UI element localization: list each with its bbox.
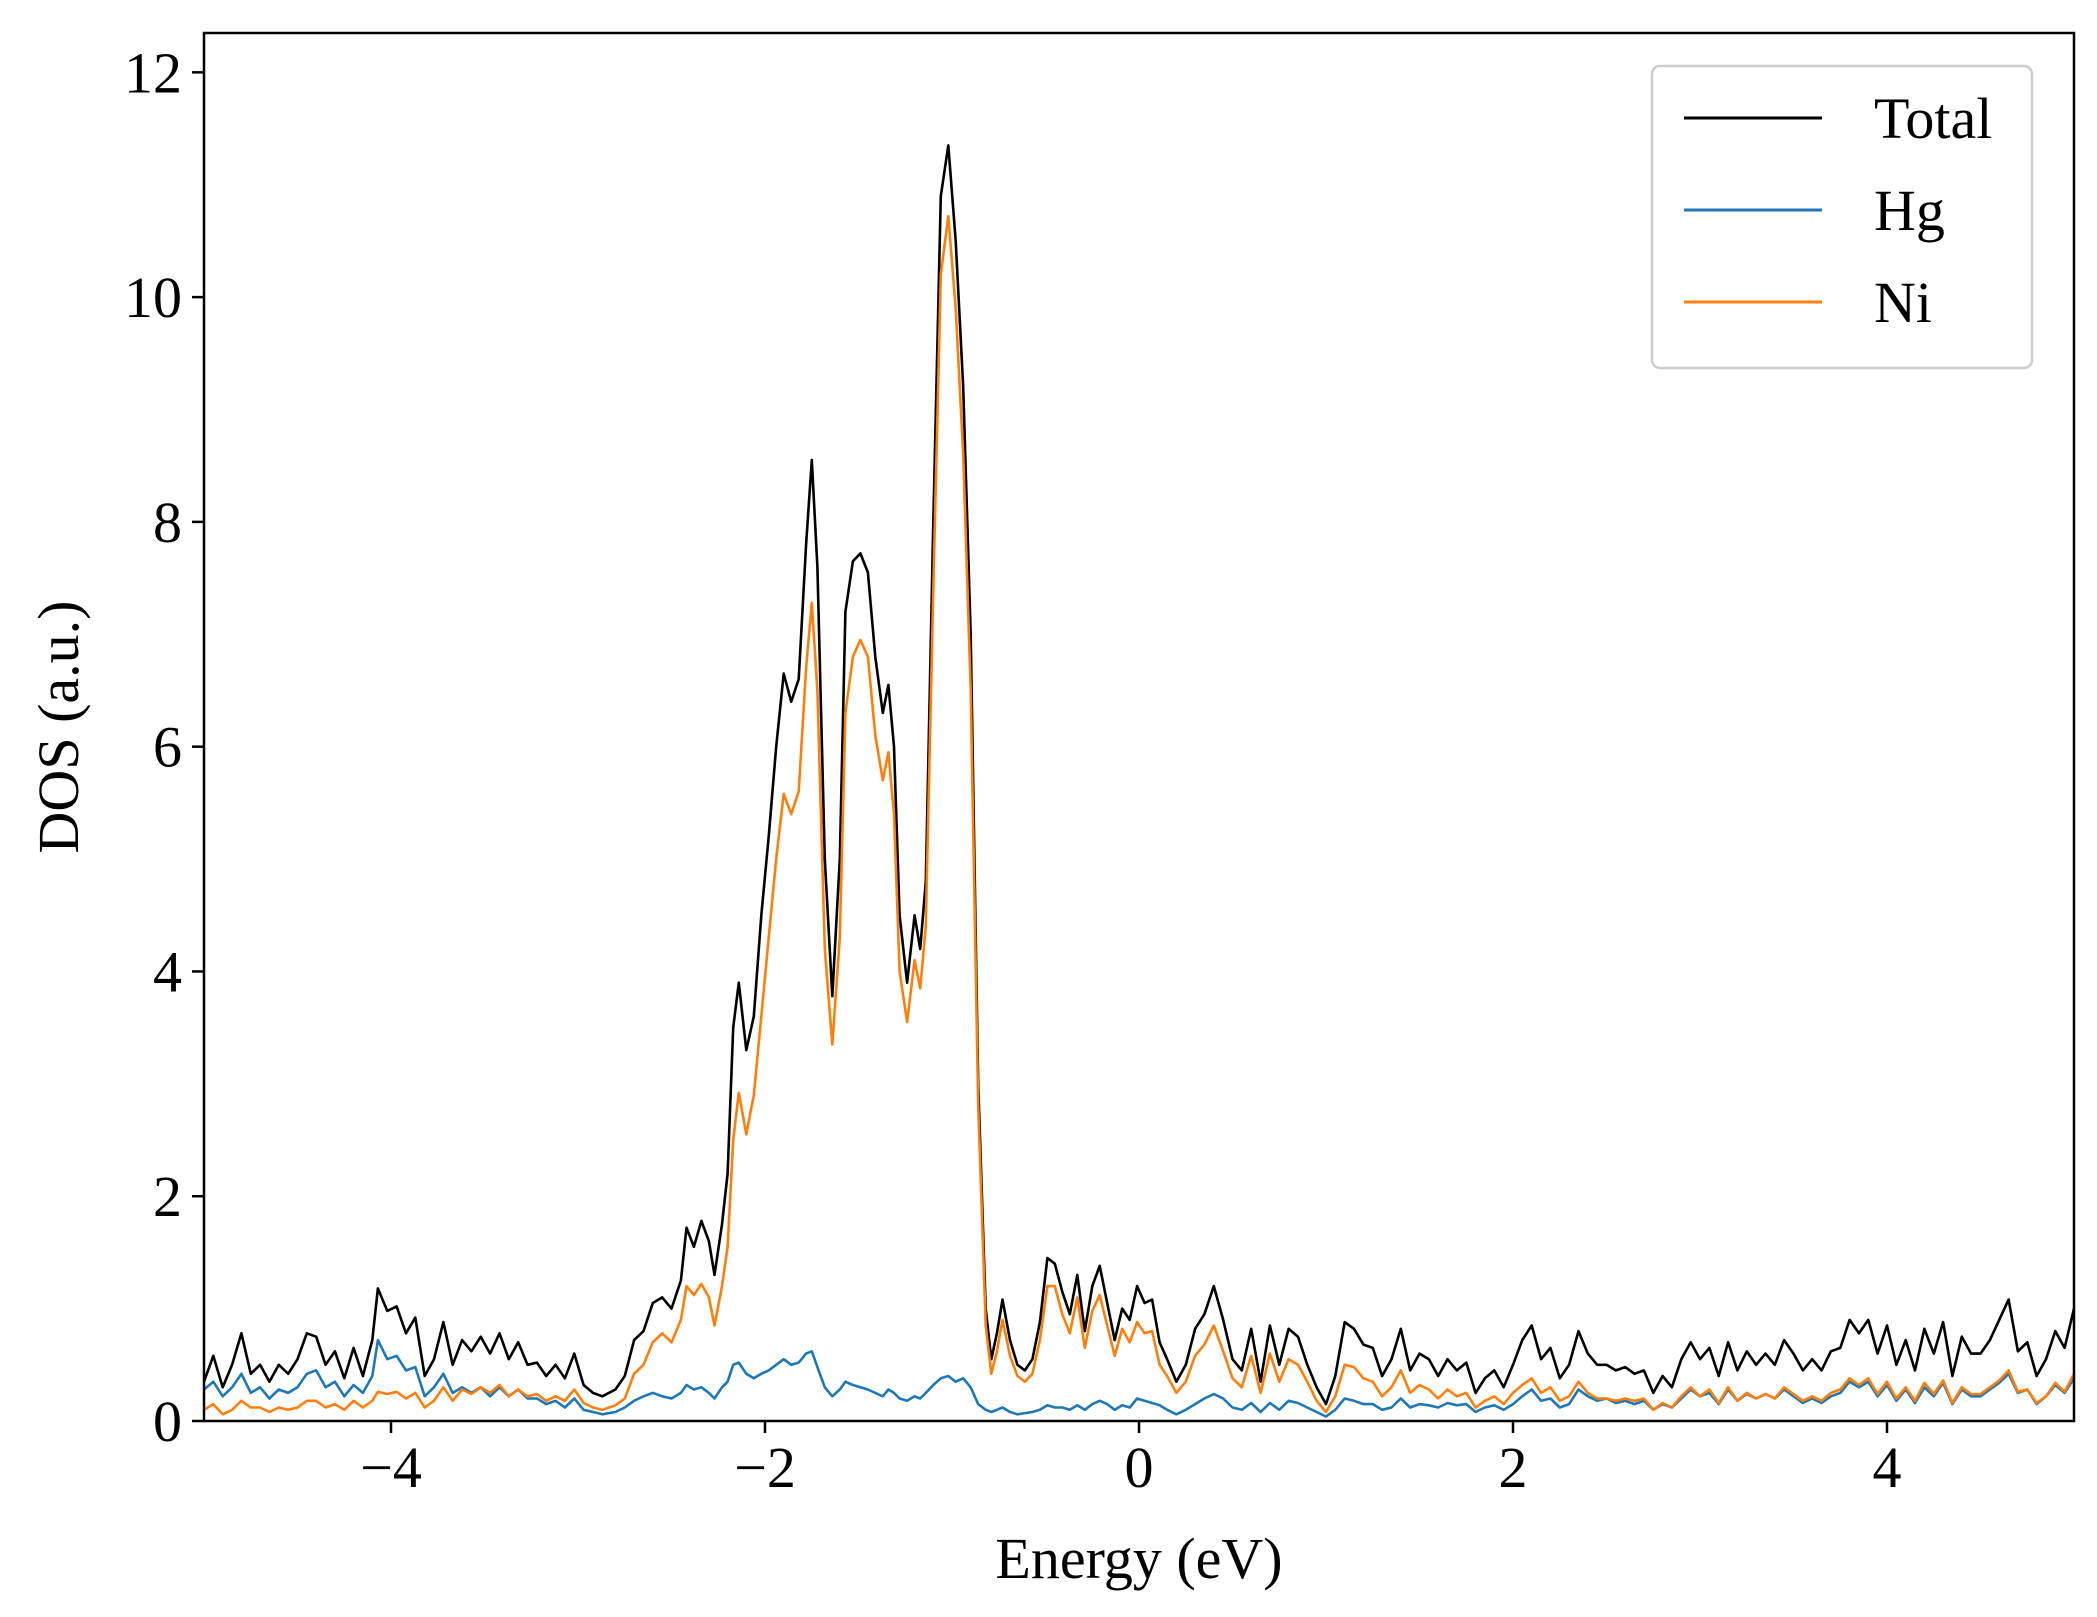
series-line-ni: [204, 214, 2074, 1416]
x-tick-label: 0: [1125, 1435, 1154, 1500]
y-tick-label: 2: [153, 1164, 182, 1229]
series-layer: [204, 144, 2074, 1418]
y-tick-label: 6: [153, 715, 182, 780]
y-tick-label: 12: [124, 40, 182, 105]
x-tick-label: 2: [1499, 1435, 1528, 1500]
legend-label-ni: Ni: [1874, 270, 1932, 335]
legend-label-total: Total: [1874, 86, 1992, 151]
x-axis: −4 −2 0 2 4: [360, 1421, 1902, 1500]
legend-frame: [1650, 64, 2034, 370]
y-tick-label: 8: [153, 490, 182, 555]
legend: Total Hg Ni: [1650, 64, 2034, 370]
x-axis-title: Energy (eV): [995, 1526, 1282, 1591]
x-tick-label: −2: [734, 1435, 796, 1500]
y-axis-title: DOS (a.u.): [26, 601, 91, 854]
legend-label-hg: Hg: [1874, 178, 1945, 243]
y-axis: 0 2 4 6 8 10 12: [124, 40, 204, 1454]
series-line-total: [204, 144, 2074, 1406]
y-tick-label: 0: [153, 1389, 182, 1454]
x-tick-label: −4: [360, 1435, 422, 1500]
y-tick-label: 4: [153, 939, 182, 1004]
x-tick-label: 4: [1873, 1435, 1902, 1500]
y-tick-label: 10: [124, 265, 182, 330]
